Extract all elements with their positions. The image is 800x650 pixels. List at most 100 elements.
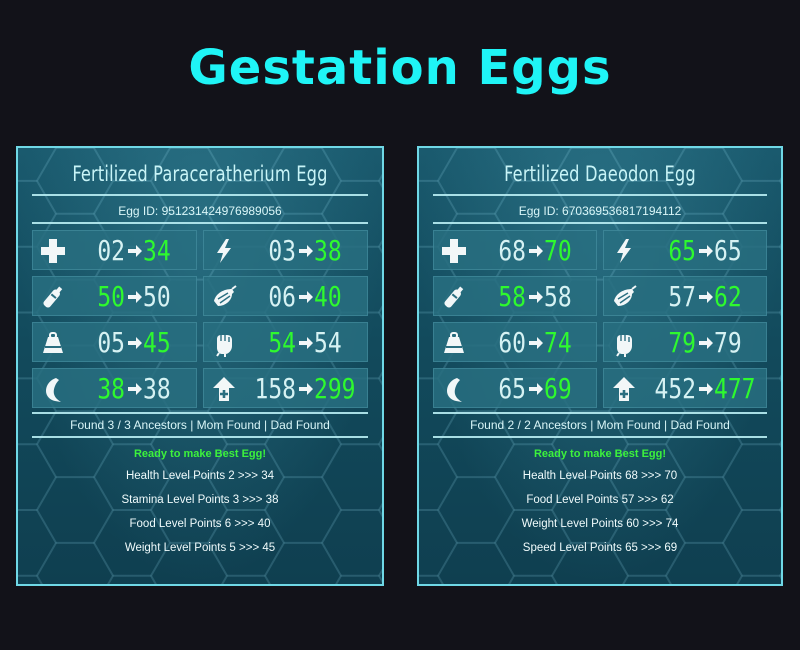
oxygen-tank-icon: [444, 286, 464, 308]
divider: [32, 222, 368, 224]
stat-cell: 03 38: [203, 230, 368, 270]
egg-title: Fertilized Daeodon Egg: [504, 162, 696, 186]
stat-best-value: 69: [544, 372, 572, 405]
stat-cell: 58 58: [433, 276, 597, 316]
page-title: Gestation Eggs: [188, 40, 612, 96]
stat-best-value: 45: [143, 326, 171, 359]
level-points-line: Food Level Points 57 >>> 62: [526, 494, 674, 506]
stat-best-value: 50: [143, 280, 171, 313]
stat-current-value: 03: [268, 234, 296, 267]
level-points-line: Speed Level Points 65 >>> 69: [522, 542, 678, 554]
stat-cell: 65 69: [433, 368, 597, 408]
arrow-right-icon: [127, 336, 143, 350]
stat-cell: 158 299: [203, 368, 368, 408]
level-points-line: Stamina Level Points 3 >>> 38: [121, 494, 279, 506]
melee-fist-icon: [616, 335, 632, 357]
arrow-right-icon: [298, 382, 314, 396]
divider: [433, 222, 767, 224]
weight-icon: [444, 332, 464, 353]
stat-best-value: 58: [544, 280, 572, 313]
stat-cell: 02 34: [32, 230, 197, 270]
health-cross-icon: [442, 239, 466, 263]
stat-cell: 57 62: [603, 276, 767, 316]
arrow-right-icon: [698, 290, 714, 304]
stat-current-value: 68: [498, 234, 526, 267]
arrow-right-icon: [298, 244, 314, 258]
arrow-right-icon: [698, 336, 714, 350]
health-cross-icon: [41, 239, 65, 263]
stat-current-value: 57: [668, 280, 696, 313]
level-up-icon: [613, 377, 635, 401]
divider: [32, 436, 368, 438]
stat-best-value: 62: [714, 280, 742, 313]
stat-cell: 68 70: [433, 230, 597, 270]
arrow-right-icon: [127, 290, 143, 304]
arrow-right-icon: [127, 382, 143, 396]
divider: [433, 194, 767, 196]
stat-best-value: 38: [314, 234, 342, 267]
food-icon: [214, 285, 237, 306]
stat-cell: 50 50: [32, 276, 197, 316]
melee-fist-icon: [216, 335, 232, 357]
ancestors-status: Found 3 / 3 Ancestors | Mom Found | Dad …: [70, 418, 330, 432]
ancestors-status: Found 2 / 2 Ancestors | Mom Found | Dad …: [470, 418, 730, 432]
arrow-right-icon: [528, 336, 544, 350]
speed-boot-icon: [447, 378, 462, 402]
arrow-right-icon: [698, 244, 714, 258]
stat-cell: 05 45: [32, 322, 197, 362]
stat-cell: 60 74: [433, 322, 597, 362]
stamina-bolt-icon: [617, 239, 631, 263]
divider: [433, 436, 767, 438]
stat-current-value: 158: [254, 372, 296, 405]
arrow-right-icon: [298, 336, 314, 350]
divider: [433, 412, 767, 414]
egg-panel-daeodon: Fertilized Daeodon Egg Egg ID: 6703695368…: [417, 146, 783, 586]
stat-cell: 65 65: [603, 230, 767, 270]
ready-status: Ready to make Best Egg!: [533, 448, 667, 460]
stat-current-value: 79: [668, 326, 696, 359]
level-points-line: Weight Level Points 5 >>> 45: [124, 542, 276, 554]
stat-current-value: 50: [97, 280, 125, 313]
stat-best-value: 65: [714, 234, 742, 267]
egg-id: Egg ID: 951231424976989056: [118, 204, 282, 218]
oxygen-tank-icon: [43, 286, 63, 308]
level-points-line: Food Level Points 6 >>> 40: [129, 518, 271, 530]
stat-current-value: 60: [498, 326, 526, 359]
stat-cell: 38 38: [32, 368, 197, 408]
stat-current-value: 58: [498, 280, 526, 313]
stat-best-value: 70: [544, 234, 572, 267]
stat-current-value: 65: [668, 234, 696, 267]
divider: [32, 194, 368, 196]
weight-icon: [43, 332, 63, 353]
stat-cell: 452 477: [603, 368, 767, 408]
arrow-right-icon: [127, 244, 143, 258]
stat-current-value: 06: [268, 280, 296, 313]
stat-current-value: 65: [498, 372, 526, 405]
arrow-right-icon: [528, 244, 544, 258]
stat-best-value: 74: [544, 326, 572, 359]
stat-cell: 54 54: [203, 322, 368, 362]
stat-cell: 06 40: [203, 276, 368, 316]
stamina-bolt-icon: [217, 239, 231, 263]
speed-boot-icon: [46, 378, 61, 402]
stat-best-value: 79: [714, 326, 742, 359]
stat-best-value: 54: [314, 326, 342, 359]
stat-current-value: 54: [268, 326, 296, 359]
egg-title: Fertilized Paraceratherium Egg: [72, 162, 328, 186]
egg-id: Egg ID: 670369536817194112: [518, 204, 682, 218]
stat-best-value: 34: [143, 234, 171, 267]
egg-panel-paraceratherium: Fertilized Paraceratherium Egg Egg ID: 95…: [16, 146, 384, 586]
stat-current-value: 452: [654, 372, 696, 405]
divider: [32, 412, 368, 414]
stat-best-value: 299: [314, 372, 356, 405]
arrow-right-icon: [528, 382, 544, 396]
stat-best-value: 477: [714, 372, 756, 405]
stat-cell: 79 79: [603, 322, 767, 362]
level-points-line: Health Level Points 2 >>> 34: [125, 470, 274, 482]
arrow-right-icon: [298, 290, 314, 304]
level-up-icon: [213, 377, 235, 401]
stat-current-value: 02: [97, 234, 125, 267]
ready-status: Ready to make Best Egg!: [133, 448, 267, 460]
stat-best-value: 40: [314, 280, 342, 313]
stat-current-value: 05: [97, 326, 125, 359]
